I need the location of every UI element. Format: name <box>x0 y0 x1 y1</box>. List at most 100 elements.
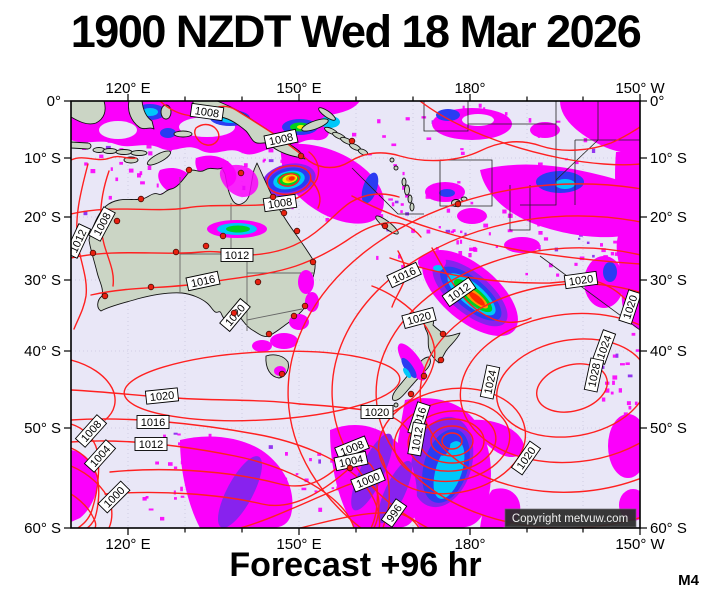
city-dot <box>113 217 121 225</box>
rain-speckle <box>601 397 606 402</box>
city-dot <box>278 370 286 378</box>
rain-speckle <box>618 388 622 393</box>
lon-label-bottom: 150° E <box>276 536 321 553</box>
city-dot <box>293 227 301 235</box>
rain-speckle <box>398 254 401 259</box>
city-dot <box>348 137 356 145</box>
rain-speckle <box>163 434 166 438</box>
rain-speckle <box>108 195 112 200</box>
rain-speckle <box>548 263 553 268</box>
lat-label-left: 0° <box>47 93 61 110</box>
rain-speckle <box>173 432 178 435</box>
rain-speckle <box>146 144 152 149</box>
rain-speckle <box>586 241 590 244</box>
rain-speckle <box>507 229 513 233</box>
city-dot <box>172 248 180 256</box>
rain-speckle <box>438 226 441 229</box>
rain-speckle <box>180 495 185 498</box>
svg-text:1008: 1008 <box>194 105 220 120</box>
rain-speckle <box>393 164 397 167</box>
rain-speckle <box>128 168 134 173</box>
city-dot <box>265 330 273 338</box>
svg-text:1020: 1020 <box>149 390 175 404</box>
rain-speckle <box>626 401 631 406</box>
rain-speckle <box>452 229 456 232</box>
rain-speckle <box>140 181 145 185</box>
rain-speckle <box>462 105 465 110</box>
rain-speckle <box>378 214 384 218</box>
city-dot <box>454 200 462 208</box>
stewart-island <box>393 402 399 408</box>
rain-speckle <box>317 452 322 456</box>
rain-speckle <box>460 151 465 155</box>
isobar-label: 1024 <box>479 364 501 400</box>
rain-speckle <box>614 252 619 256</box>
rain-speckle <box>388 198 393 201</box>
lon-label-top: 150° W <box>615 80 665 97</box>
rain-speckle <box>592 254 595 258</box>
rain-speckle <box>148 151 153 156</box>
isobar-label: 1008 <box>189 102 225 122</box>
rain-speckle <box>460 148 464 151</box>
rain-speckle <box>620 363 625 366</box>
rain-speckle <box>612 354 616 358</box>
rain-speckle <box>401 264 405 269</box>
svg-text:1008: 1008 <box>268 131 294 148</box>
rain-speckle <box>168 462 173 466</box>
rain-speckle <box>459 239 463 244</box>
city-dot <box>254 278 262 286</box>
isobar-label: 1012 <box>220 248 254 262</box>
lat-label-left: 30° S <box>24 272 61 289</box>
forecast-hour-label: Forecast +96 hr <box>229 546 482 584</box>
rain-speckle <box>635 349 640 352</box>
rain-speckle <box>488 232 491 236</box>
lat-label-right: 20° S <box>650 209 687 226</box>
rain-speckle <box>139 171 143 176</box>
city-dot <box>309 258 317 266</box>
city-dot <box>185 166 193 174</box>
rain-speckle <box>90 169 96 174</box>
rain-speckle <box>304 478 309 483</box>
city-dot <box>202 242 210 250</box>
rain-speckle <box>285 452 288 456</box>
city-dot <box>89 249 97 257</box>
city-dot <box>237 169 245 177</box>
rain-speckle <box>612 375 618 380</box>
rain-speckle <box>352 132 357 137</box>
svg-text:1020: 1020 <box>568 273 594 288</box>
rain-speckle <box>318 507 323 512</box>
new-britain <box>301 118 329 132</box>
rain-speckle <box>99 154 104 159</box>
isobar-label: 1012 <box>407 421 427 457</box>
rain-speckle <box>110 167 113 171</box>
lat-label-left: 50° S <box>24 420 61 437</box>
rain-speckle <box>574 262 578 266</box>
rain-speckle <box>391 143 397 147</box>
rain-speckle <box>325 218 330 222</box>
rain-speckle <box>483 223 489 228</box>
rain-speckle <box>394 200 399 204</box>
lat-label-left: 10° S <box>24 150 61 167</box>
rain-speckle <box>309 458 312 462</box>
lat-label-left: 20° S <box>24 209 61 226</box>
rain-speckle <box>330 459 333 463</box>
city-dot <box>439 330 447 338</box>
rain-speckle <box>469 247 474 252</box>
svg-text:1028: 1028 <box>586 362 603 388</box>
rain-speckle <box>450 230 454 234</box>
map-frame <box>70 100 641 529</box>
lon-label-bottom: 120° E <box>105 536 150 553</box>
rain-speckle <box>478 103 482 108</box>
landmasses <box>71 101 468 408</box>
city-dot <box>147 283 155 291</box>
rain-speckle <box>502 209 507 214</box>
isobar-label: 1008 <box>263 128 299 150</box>
rain-speckle <box>400 203 404 206</box>
rain-speckle <box>601 248 606 253</box>
svg-text:1024: 1024 <box>482 369 499 395</box>
svg-text:1012: 1012 <box>225 250 249 262</box>
lon-label-bottom: 150° W <box>615 536 665 553</box>
rain-speckle <box>377 119 381 124</box>
